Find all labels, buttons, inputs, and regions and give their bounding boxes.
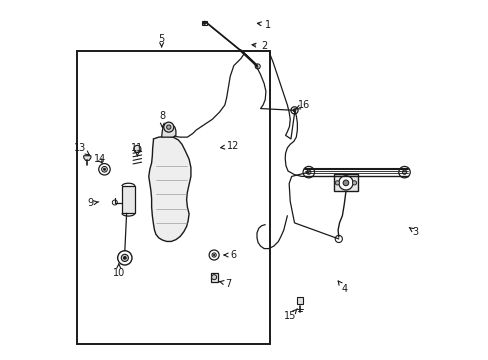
Bar [210, 273, 217, 282]
Circle shape [121, 254, 128, 261]
Text: 1: 1 [257, 19, 270, 30]
Text: 3: 3 [408, 227, 417, 237]
Circle shape [338, 176, 352, 190]
Circle shape [290, 107, 298, 114]
Text: 15: 15 [284, 309, 297, 321]
Text: 12: 12 [220, 141, 239, 151]
Circle shape [306, 170, 310, 174]
Circle shape [303, 166, 314, 178]
Circle shape [335, 235, 342, 243]
Circle shape [209, 250, 219, 260]
Circle shape [118, 251, 132, 265]
Circle shape [343, 180, 348, 186]
Text: 10: 10 [112, 264, 124, 278]
Bar [296, 297, 302, 304]
Circle shape [102, 166, 107, 172]
Circle shape [166, 125, 171, 129]
Circle shape [163, 122, 173, 132]
Circle shape [352, 181, 356, 185]
Text: 7: 7 [219, 279, 231, 289]
Text: 2: 2 [251, 41, 267, 51]
Circle shape [213, 254, 214, 256]
Polygon shape [162, 123, 176, 137]
Text: 6: 6 [224, 250, 236, 260]
Bar [333, 174, 357, 192]
Circle shape [134, 145, 141, 153]
Text: 5: 5 [158, 34, 164, 47]
Circle shape [99, 163, 110, 175]
Circle shape [335, 181, 339, 185]
Text: 4: 4 [337, 281, 347, 294]
Text: 16: 16 [295, 100, 310, 110]
Circle shape [292, 109, 295, 112]
Circle shape [398, 166, 409, 178]
Polygon shape [83, 156, 91, 160]
Bar [122, 186, 135, 213]
Circle shape [402, 170, 406, 174]
Circle shape [203, 21, 205, 24]
Circle shape [211, 275, 216, 280]
Bar [77, 51, 269, 344]
Polygon shape [148, 136, 190, 242]
Text: 9: 9 [87, 198, 99, 208]
Text: 13: 13 [74, 143, 89, 155]
Text: 11: 11 [131, 143, 143, 156]
Text: 8: 8 [159, 111, 165, 127]
Circle shape [123, 256, 126, 259]
Text: 14: 14 [94, 154, 106, 164]
Circle shape [103, 168, 105, 170]
Bar [201, 21, 207, 24]
Circle shape [212, 253, 216, 257]
